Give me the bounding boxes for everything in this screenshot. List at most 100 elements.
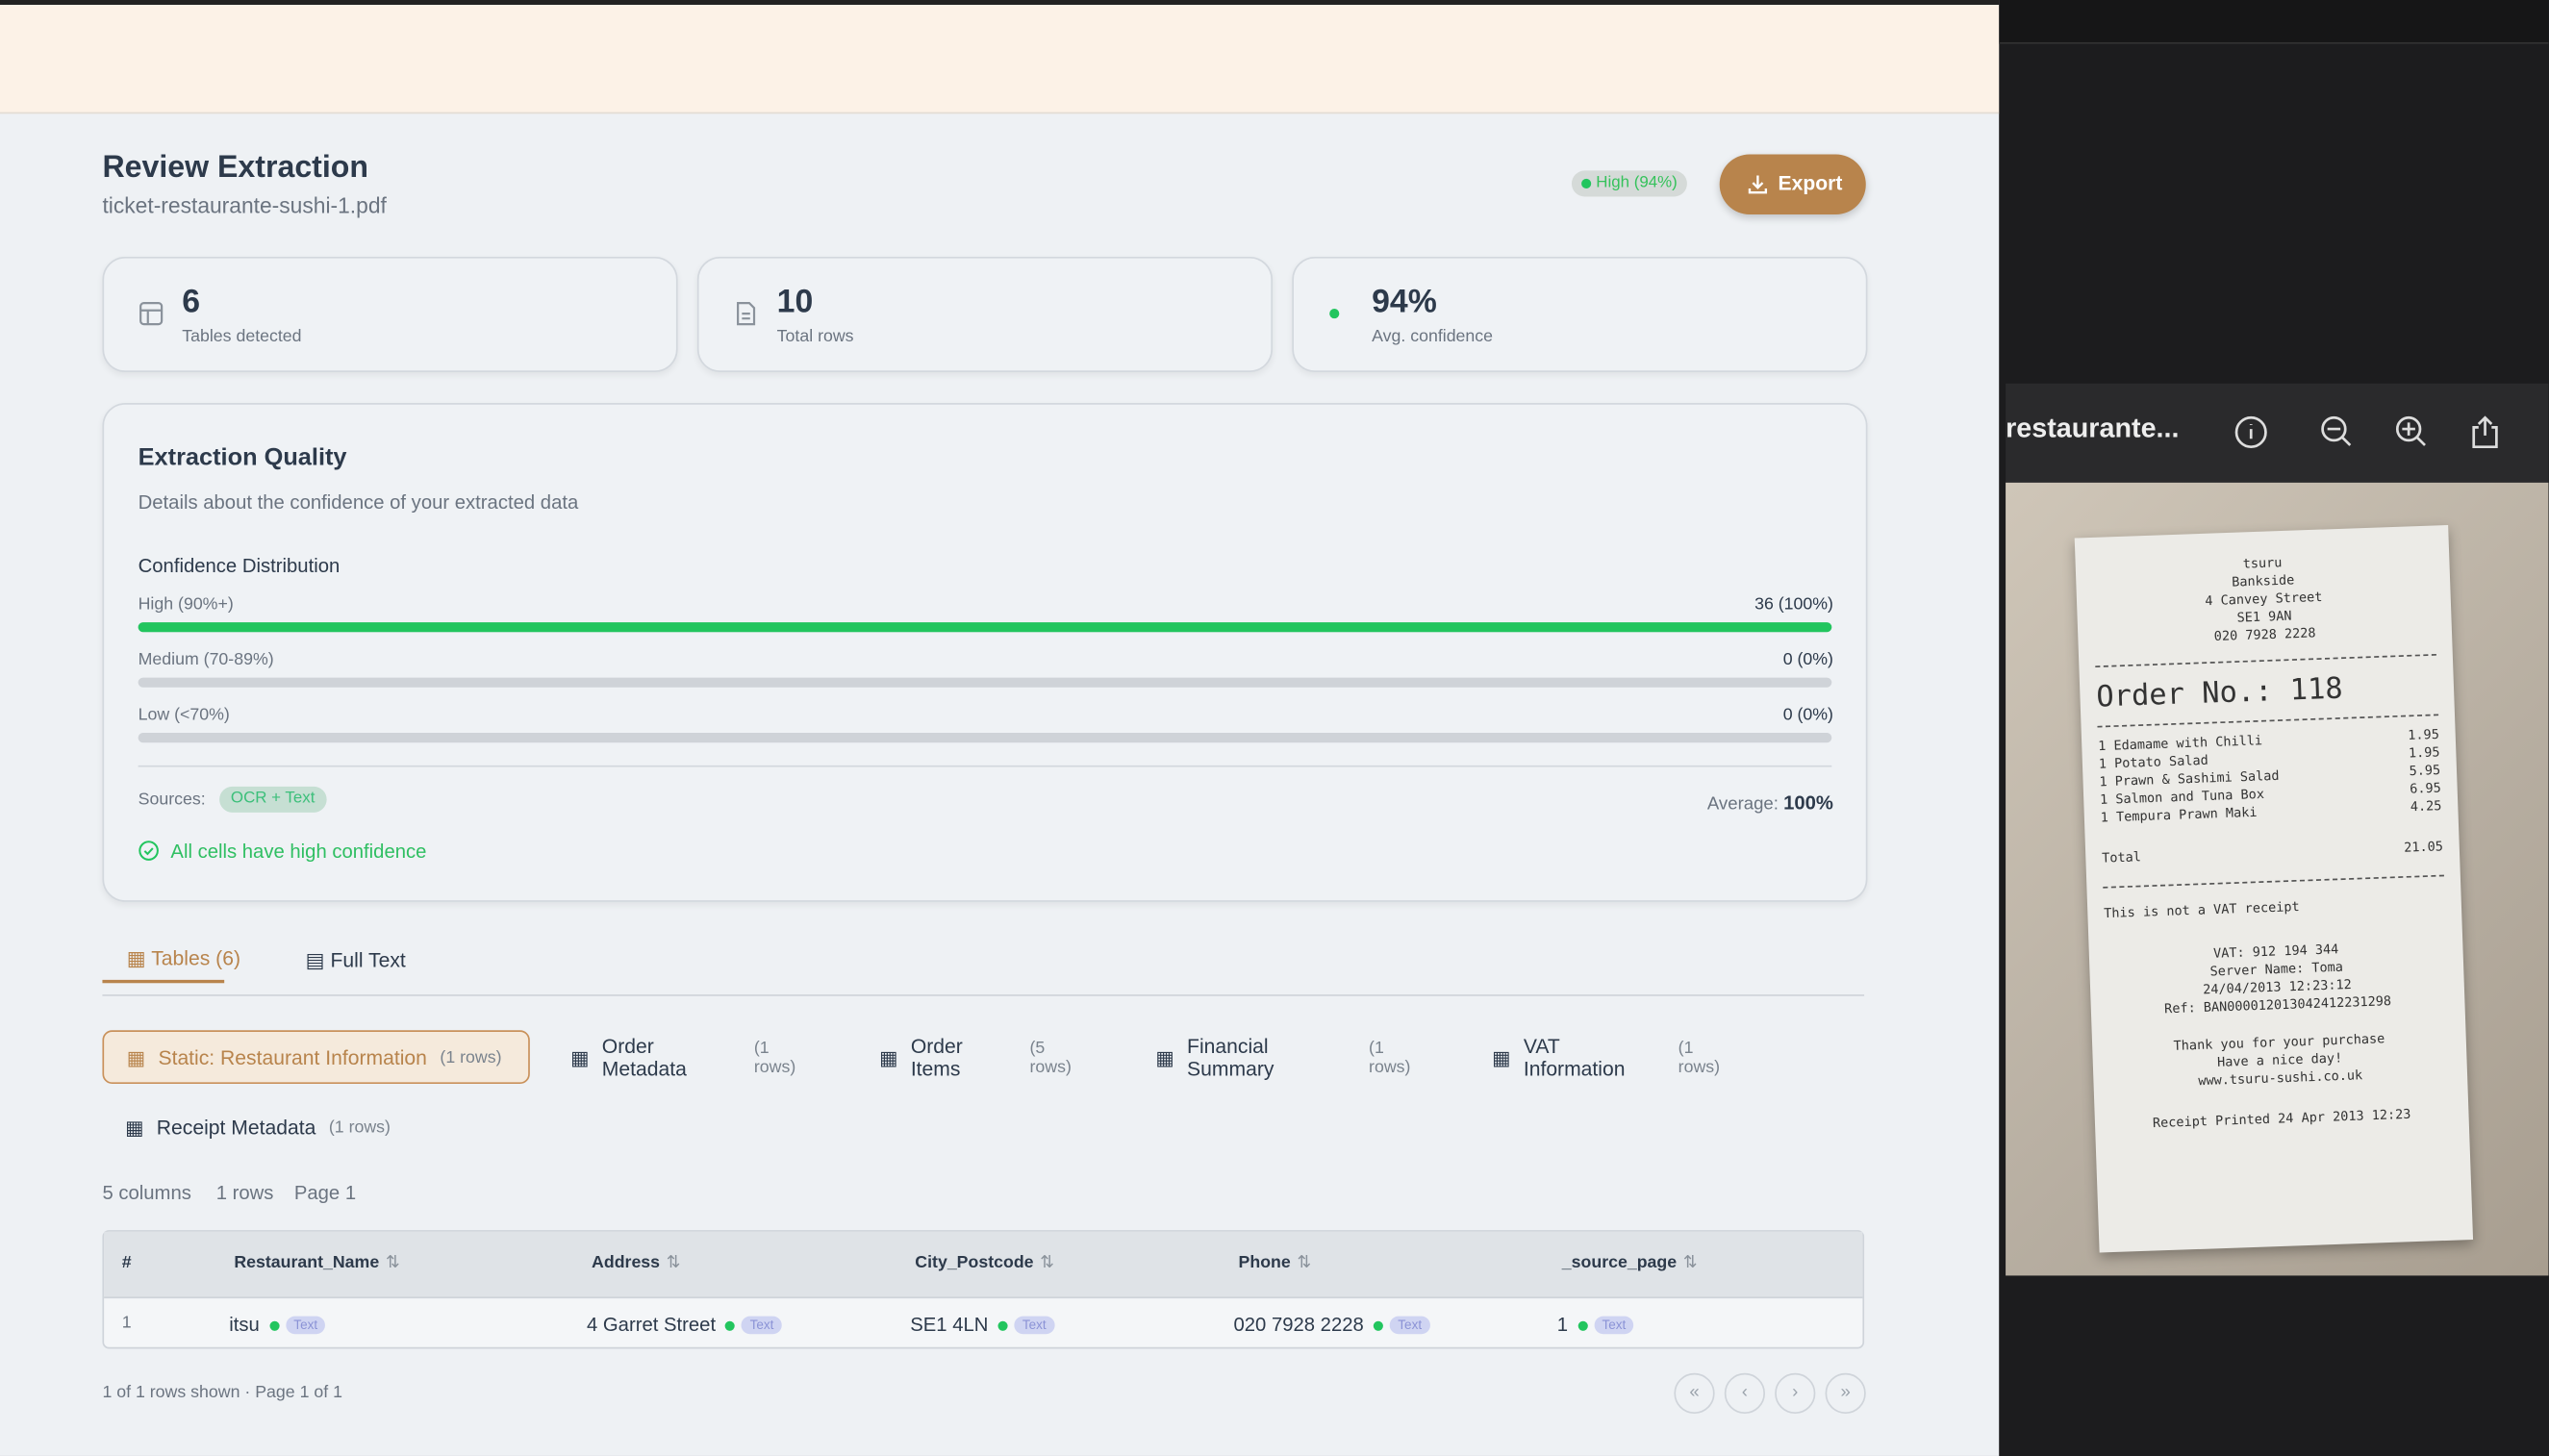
column-header: # bbox=[122, 1253, 132, 1272]
tab-label: Full Text bbox=[330, 948, 406, 972]
chip-rows: (1 rows) bbox=[440, 1047, 502, 1067]
header-text: Address bbox=[592, 1252, 661, 1273]
source-badge: OCR + Text bbox=[219, 786, 327, 813]
tab-label: Tables (6) bbox=[151, 947, 240, 970]
stat-card: 6 Tables detected bbox=[102, 256, 678, 372]
sources-label: Sources: bbox=[138, 790, 206, 810]
column-header[interactable]: Restaurant_Name ⇅ bbox=[234, 1253, 400, 1272]
viewer-toolbar: restaurante... bbox=[2006, 383, 2549, 483]
table-cell: 020 7928 2228 Text bbox=[1233, 1313, 1430, 1336]
app-panel: Review Extraction ticket-restaurante-sus… bbox=[0, 0, 2000, 1456]
chip-icon: ▦ bbox=[1492, 1045, 1511, 1068]
column-header[interactable]: City_Postcode ⇅ bbox=[915, 1253, 1054, 1272]
average: Average: 100% bbox=[1707, 791, 1833, 815]
level-label: Low (<70%) bbox=[138, 705, 230, 725]
stat-value: 94% bbox=[1372, 284, 1437, 320]
level-count: 36 (100%) bbox=[1754, 594, 1833, 615]
stat-card: 94% Avg. confidence bbox=[1292, 256, 1868, 372]
item-price: 4.25 bbox=[2410, 798, 2442, 815]
level-count: 0 (0%) bbox=[1782, 705, 1833, 725]
table-chip[interactable]: ▦ Static: Restaurant Information (1 rows) bbox=[102, 1030, 530, 1085]
confidence-dot bbox=[1577, 1320, 1588, 1331]
source-tag: Text bbox=[1014, 1317, 1055, 1335]
cell-value: itsu bbox=[229, 1313, 260, 1336]
table-header bbox=[104, 1231, 1863, 1299]
item-price: 1.95 bbox=[2408, 744, 2440, 761]
chip-icon: ▦ bbox=[125, 1115, 144, 1139]
column-count: 5 columns bbox=[102, 1181, 191, 1205]
chip-name: Static: Restaurant Information bbox=[158, 1045, 427, 1068]
first-page-button[interactable]: « bbox=[1674, 1372, 1715, 1415]
receipt-rule bbox=[2095, 653, 2436, 668]
file-name: ticket-restaurante-sushi-1.pdf bbox=[102, 193, 387, 218]
source-tag: Text bbox=[1389, 1317, 1430, 1335]
page-label: Page 1 bbox=[293, 1181, 357, 1205]
receipt-printed: Receipt Printed 24 Apr 2013 12:23 bbox=[2152, 1106, 2411, 1131]
stat-value: 10 bbox=[776, 284, 814, 320]
cell-value: 020 7928 2228 bbox=[1233, 1313, 1364, 1336]
sort-icon: ⇅ bbox=[666, 1252, 681, 1273]
table-footer: 1 of 1 rows shown · Page 1 of 1 bbox=[102, 1382, 342, 1403]
stat-card: 10 Total rows bbox=[696, 256, 1274, 372]
page-title: Review Extraction bbox=[102, 151, 369, 186]
stat-value: 6 bbox=[182, 284, 201, 320]
table-chip[interactable]: ▦ Order Metadata (1 rows) bbox=[547, 1030, 837, 1084]
chip-rows: (1 rows) bbox=[753, 1037, 796, 1077]
table-chip[interactable]: ▦ Financial Summary (1 rows) bbox=[1133, 1030, 1451, 1084]
status-dot bbox=[1329, 309, 1340, 319]
table-cell: 4 Garret Street Text bbox=[587, 1313, 782, 1336]
cell-value: SE1 4LN bbox=[910, 1313, 989, 1336]
viewer-title: restaurante... bbox=[2006, 413, 2180, 444]
confidence-dot bbox=[1373, 1320, 1384, 1331]
average-label: Average: bbox=[1706, 794, 1779, 815]
row-count: 1 rows bbox=[215, 1181, 274, 1205]
sort-icon: ⇅ bbox=[385, 1252, 400, 1273]
chip-rows: (5 rows) bbox=[1029, 1037, 1072, 1077]
sort-icon: ⇅ bbox=[1297, 1252, 1312, 1273]
prev-page-button[interactable]: ‹ bbox=[1724, 1372, 1766, 1415]
tab[interactable]: ▤ Full Text bbox=[305, 948, 406, 972]
chip-name: Financial Summary bbox=[1187, 1034, 1274, 1080]
table-cell: itsu Text bbox=[229, 1313, 326, 1336]
chip-name: Order Items bbox=[910, 1034, 963, 1080]
table-chip[interactable]: ▦ Order Items (5 rows) bbox=[856, 1030, 1113, 1084]
tab[interactable]: ▦ Tables (6) bbox=[126, 947, 240, 970]
source-tag: Text bbox=[1594, 1317, 1634, 1335]
chip-icon: ▦ bbox=[570, 1045, 590, 1068]
cell-value: 1 bbox=[1556, 1313, 1569, 1336]
source-tag: Text bbox=[742, 1317, 782, 1335]
table-chip[interactable]: ▦ VAT Information (1 rows) bbox=[1469, 1030, 1761, 1084]
column-header[interactable]: Phone ⇅ bbox=[1239, 1253, 1312, 1272]
stat-label: Total rows bbox=[776, 326, 854, 346]
tab-rule bbox=[102, 994, 1865, 996]
total-label: Total bbox=[2101, 849, 2142, 866]
chip-icon: ▦ bbox=[126, 1045, 145, 1068]
column-header[interactable]: _source_page ⇅ bbox=[1562, 1253, 1698, 1272]
export-label: Export bbox=[1778, 172, 1843, 195]
chip-name: VAT Information bbox=[1523, 1034, 1626, 1080]
quality-title: Extraction Quality bbox=[138, 443, 347, 472]
table-chip[interactable]: ▦ Receipt Metadata (1 rows) bbox=[102, 1100, 414, 1154]
viewer-topbar bbox=[1999, 0, 2549, 44]
confidence-dot bbox=[725, 1320, 736, 1331]
export-button[interactable]: Export bbox=[1719, 154, 1866, 215]
sort-icon: ⇅ bbox=[1040, 1252, 1055, 1273]
header-text: Restaurant_Name bbox=[234, 1252, 380, 1273]
confidence-dot bbox=[997, 1320, 1008, 1331]
bar-track bbox=[138, 733, 1832, 743]
chip-name: Order Metadata bbox=[601, 1034, 687, 1080]
receipt-photo: tsuru Bankside 4 Canvey Street SE1 9AN 020 7… bbox=[2006, 482, 2549, 1276]
chip-rows: (1 rows) bbox=[1369, 1037, 1411, 1077]
header-text: # bbox=[121, 1252, 132, 1273]
item-price: 5.95 bbox=[2409, 763, 2441, 779]
source-tag: Text bbox=[285, 1317, 326, 1335]
average-value: 100% bbox=[1783, 791, 1833, 815]
column-header[interactable]: Address ⇅ bbox=[592, 1253, 681, 1272]
chip-rows: (1 rows) bbox=[1678, 1037, 1721, 1077]
sort-icon: ⇅ bbox=[1682, 1252, 1698, 1273]
last-page-button[interactable]: » bbox=[1825, 1372, 1866, 1415]
quality-card: Extraction Quality Details about the con… bbox=[102, 403, 1868, 902]
stat-label: Tables detected bbox=[182, 326, 302, 346]
next-page-button[interactable]: › bbox=[1775, 1372, 1816, 1415]
